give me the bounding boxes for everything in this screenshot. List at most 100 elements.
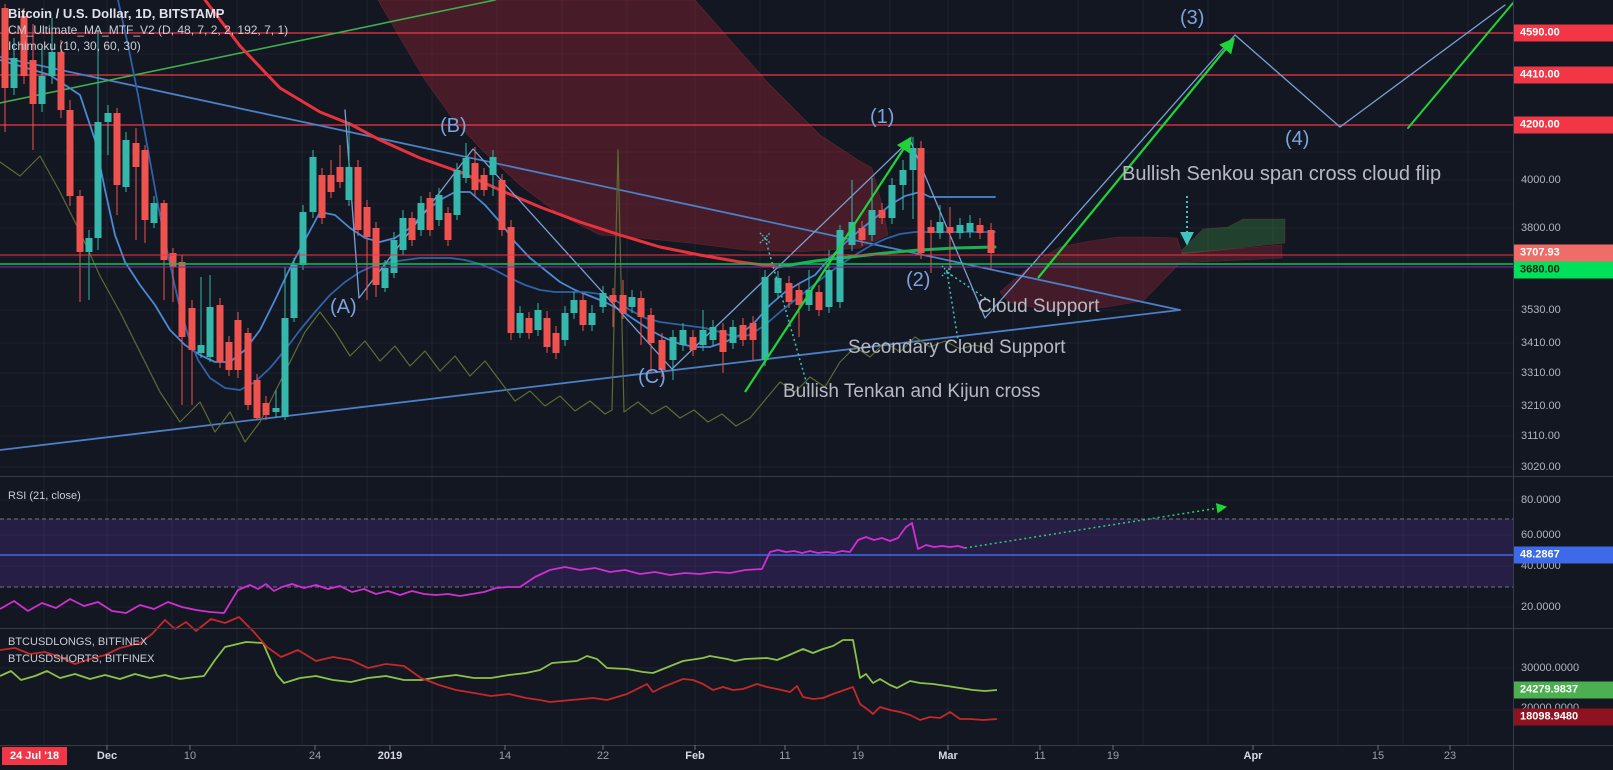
axis-price-label: 3410.00 [1521,337,1561,349]
cross-marker [759,232,771,244]
time-tick-label: Dec [96,750,118,762]
axis-price-label: 30000.0000 [1521,662,1580,674]
candle [272,390,280,418]
candle [534,303,542,336]
candle [253,374,261,420]
candle [516,306,524,338]
annotation-text[interactable]: Secondary Cloud Support [848,337,1066,358]
axis-price-label: 80.0000 [1521,494,1561,506]
olive-lagging-line [0,149,991,443]
candle [628,290,636,313]
candle [354,160,362,236]
trendline-lower [0,309,1181,451]
wave-label[interactable]: (B) [440,115,467,137]
candle [480,168,488,196]
candle [637,291,645,345]
candle [570,292,578,319]
rsi-pane[interactable] [0,476,1513,628]
time-tick-label: 2019 [377,750,403,762]
candle [426,192,434,236]
symbol-title[interactable]: Bitcoin / U.S. Dollar, 1D, BITSTAMP [8,6,225,21]
axis-price-label: 3210.00 [1521,400,1561,412]
candle [579,293,587,331]
trendline-upper [0,56,1181,311]
candle [141,145,149,243]
indicator-ma-label[interactable]: CM_Ultimate_MA_MTF_V2 (D, 48, 7, 2, 2, 1… [8,23,289,37]
wave-label[interactable]: (4) [1285,128,1310,150]
main-chart-pane[interactable] [0,0,1513,476]
wave-label[interactable]: (3) [1180,7,1205,29]
candle [29,24,37,150]
candle [899,160,907,210]
candle [10,38,18,95]
axis-price-label: 20.0000 [1521,601,1561,613]
annotation-text[interactable]: Cloud Support [978,296,1100,317]
longs-shorts-pane[interactable] [0,628,1513,745]
time-tick-label: 15 [1371,750,1385,762]
candle [113,108,121,215]
candle [309,150,317,218]
green-trendline-right [1407,2,1514,129]
time-tick-label: 10 [183,750,197,762]
wave-label[interactable]: (A) [330,296,357,318]
candle [561,306,569,346]
candle [462,143,470,183]
candle [66,100,74,206]
axis-price-badge: 4590.00 [1514,24,1613,42]
candle [489,150,497,196]
candle [290,258,298,322]
annotation-text[interactable]: Bullish Senkou span cross cloud flip [1122,163,1442,185]
axis-price-label: 3110.00 [1521,430,1560,442]
ichimoku-tenkan [0,59,996,363]
candle [262,396,270,420]
axis-price-badge: 18098.9480 [1514,708,1613,726]
candle [868,178,876,241]
indicator-ichimoku-label[interactable]: Ichimoku (10, 30, 60, 30) [8,39,141,53]
impulse-arrow-1 [744,136,912,393]
candle [689,330,697,356]
candle [1,4,9,132]
rsi-indicator-label[interactable]: RSI (21, close) [8,490,81,502]
wave-label[interactable]: (2) [906,269,931,291]
candle [327,160,335,198]
candle [749,316,757,360]
candle [719,323,727,373]
shorts-indicator-label[interactable]: BTCUSDSHORTS, BITFINEX [8,653,155,665]
candle [244,328,252,410]
candle [709,320,717,346]
wave-label[interactable]: (1) [870,106,895,128]
candle [94,30,102,250]
pointer-tenkan-cross [764,237,809,389]
candle [976,218,984,239]
candle [399,210,407,255]
candle [956,218,964,239]
annotation-text[interactable]: Bullish Tenkan and Kijun cross [783,381,1041,402]
candle [525,312,533,339]
time-tick-label: Feb [685,750,705,762]
time-tick-label: 22 [596,750,610,762]
candle [552,326,560,359]
candle [38,46,46,112]
candle [825,250,833,313]
candle [122,132,130,192]
time-tick-label: Apr [1243,750,1263,762]
ma-falling [203,0,780,269]
candle [739,318,747,346]
impulse-arrow-2 [1037,37,1235,279]
candle [197,277,205,358]
first-bar-date-badge: 24 Jul '18 [2,747,68,765]
axis-price-label: 3020.00 [1521,461,1561,473]
ichimoku-kijun [117,0,996,391]
candle [435,188,443,226]
candle [453,163,461,220]
longs-indicator-label[interactable]: BTCUSDLONGS, BITFINEX [8,636,148,648]
axis-price-badge: 48.2867 [1514,546,1613,564]
candle [507,220,515,340]
axis-price-badge: 3680.00 [1514,261,1613,279]
candle [888,178,896,224]
time-tick-label: 14 [498,750,512,762]
wave-label[interactable]: (C) [638,366,666,388]
time-tick-label: Mar [938,750,958,762]
rsi-line [0,522,966,614]
